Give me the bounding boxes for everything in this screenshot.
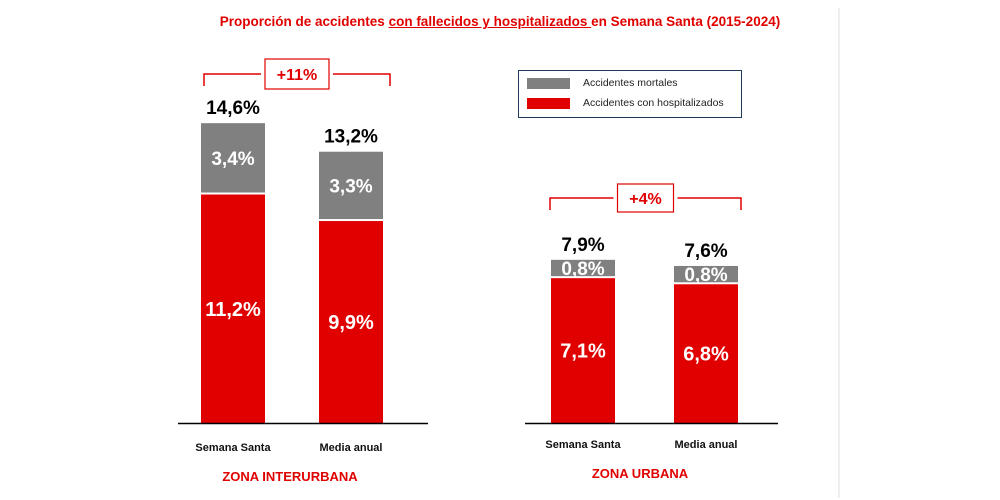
total-label-urbana-0: 7,9% [561,235,604,256]
comparison-badge-interurbana [264,58,330,90]
legend-label-mortales: Accidentes mortales [583,77,678,89]
comparison-bracket-urbana [549,197,742,210]
label-hospitalizados-interurbana-0: 11,2% [205,299,261,321]
legend: Accidentes mortales Accidentes con hospi… [518,70,742,118]
legend-swatch-mortales [527,78,570,89]
label-hospitalizados-interurbana-1: 9,9% [328,312,374,334]
comparison-badge-urbana [616,183,675,213]
category-label-interurbana-0: Semana Santa [195,442,271,454]
comparison-label-interurbana: +11% [277,67,317,84]
label-mortales-interurbana-1: 3,3% [329,176,372,197]
bar-mortales-interurbana-1 [319,151,383,220]
label-mortales-urbana-0: 0,8% [561,259,604,280]
label-mortales-urbana-1: 0,8% [684,265,727,286]
legend-swatch-hospitalizados [527,98,570,109]
divider [838,8,840,498]
bar-mortales-interurbana-0 [201,123,265,193]
label-mortales-interurbana-0: 3,4% [211,149,254,170]
bar-hospitalizados-urbana-1 [674,284,738,423]
category-label-urbana-0: Semana Santa [545,439,621,451]
chart-title: Proporción de accidentes con fallecidos … [219,14,781,29]
category-label-urbana-1: Media anual [675,439,738,451]
total-label-interurbana-0: 14,6% [206,98,260,119]
comparison-bracket-interurbana [203,73,391,86]
zone-label-urbana: ZONA URBANA [592,466,689,481]
zone-label-interurbana: ZONA INTERURBANA [222,469,358,484]
label-hospitalizados-urbana-0: 7,1% [560,341,606,363]
bar-hospitalizados-interurbana-0 [201,194,265,423]
bar-hospitalizados-urbana-0 [551,278,615,423]
comparison-label-urbana: +4% [629,191,661,208]
category-label-interurbana-1: Media anual [320,442,383,454]
total-label-urbana-1: 7,6% [684,241,727,262]
bar-mortales-urbana-0 [551,259,615,277]
label-hospitalizados-urbana-1: 6,8% [683,344,729,366]
total-label-interurbana-1: 13,2% [324,127,378,148]
bar-hospitalizados-interurbana-1 [319,221,383,423]
legend-label-hospitalizados: Accidentes con hospitalizados [583,97,724,109]
bar-mortales-urbana-1 [674,265,738,283]
